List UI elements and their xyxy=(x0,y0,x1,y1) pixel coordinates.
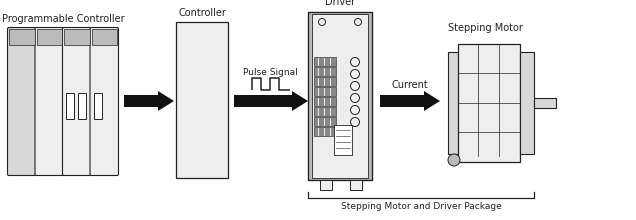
FancyBboxPatch shape xyxy=(90,28,118,176)
Circle shape xyxy=(350,57,359,66)
Circle shape xyxy=(448,154,460,166)
Bar xyxy=(176,22,228,178)
FancyBboxPatch shape xyxy=(62,28,91,176)
Bar xyxy=(448,52,462,154)
Bar xyxy=(93,93,102,119)
Text: Pulse Signal: Pulse Signal xyxy=(242,68,298,77)
Bar xyxy=(64,29,90,45)
Bar xyxy=(458,44,520,162)
Bar xyxy=(36,29,62,45)
Text: Stepping Motor and Driver Package: Stepping Motor and Driver Package xyxy=(341,202,501,211)
Bar xyxy=(66,93,74,119)
Circle shape xyxy=(350,70,359,79)
Text: Programmable Controller: Programmable Controller xyxy=(2,14,124,24)
Bar xyxy=(320,180,332,190)
Bar xyxy=(314,67,336,76)
Bar xyxy=(314,107,336,116)
Bar xyxy=(92,29,117,45)
Polygon shape xyxy=(234,91,308,111)
Circle shape xyxy=(350,81,359,90)
Circle shape xyxy=(350,117,359,126)
FancyBboxPatch shape xyxy=(8,28,36,176)
Bar xyxy=(78,93,86,119)
Circle shape xyxy=(319,18,326,26)
Bar xyxy=(308,12,372,180)
Bar xyxy=(314,87,336,96)
Text: Current: Current xyxy=(392,80,429,90)
Text: Driver: Driver xyxy=(325,0,355,7)
Bar xyxy=(314,127,336,136)
Bar xyxy=(314,57,336,66)
Text: Controller: Controller xyxy=(178,8,226,18)
Bar xyxy=(350,180,362,190)
Polygon shape xyxy=(380,91,440,111)
Bar xyxy=(312,14,368,178)
Bar xyxy=(314,97,336,106)
Circle shape xyxy=(354,18,361,26)
Bar xyxy=(520,52,534,154)
Circle shape xyxy=(350,94,359,103)
Polygon shape xyxy=(124,91,174,111)
Bar xyxy=(314,117,336,126)
Bar xyxy=(9,29,34,45)
FancyBboxPatch shape xyxy=(35,28,64,176)
Circle shape xyxy=(350,106,359,114)
Bar xyxy=(534,98,556,108)
Text: Stepping Motor: Stepping Motor xyxy=(448,23,522,33)
Bar xyxy=(314,77,336,86)
Bar xyxy=(334,125,352,155)
